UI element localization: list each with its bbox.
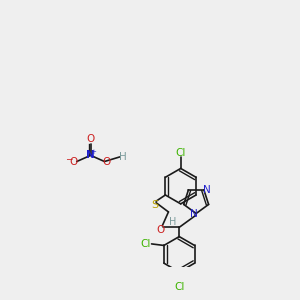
Text: Cl: Cl [176, 148, 186, 158]
Text: Cl: Cl [140, 239, 151, 249]
Text: H: H [119, 152, 127, 162]
Text: −: − [64, 155, 72, 164]
Text: N: N [203, 185, 211, 195]
Text: O: O [70, 157, 78, 166]
Text: Cl: Cl [174, 282, 184, 292]
Text: O: O [103, 157, 111, 166]
Text: O: O [157, 225, 165, 236]
Text: H: H [169, 217, 177, 227]
Text: O: O [86, 134, 95, 144]
Text: N: N [190, 209, 198, 219]
Text: N: N [86, 150, 95, 160]
Text: +: + [91, 148, 97, 154]
Text: S: S [151, 200, 158, 210]
